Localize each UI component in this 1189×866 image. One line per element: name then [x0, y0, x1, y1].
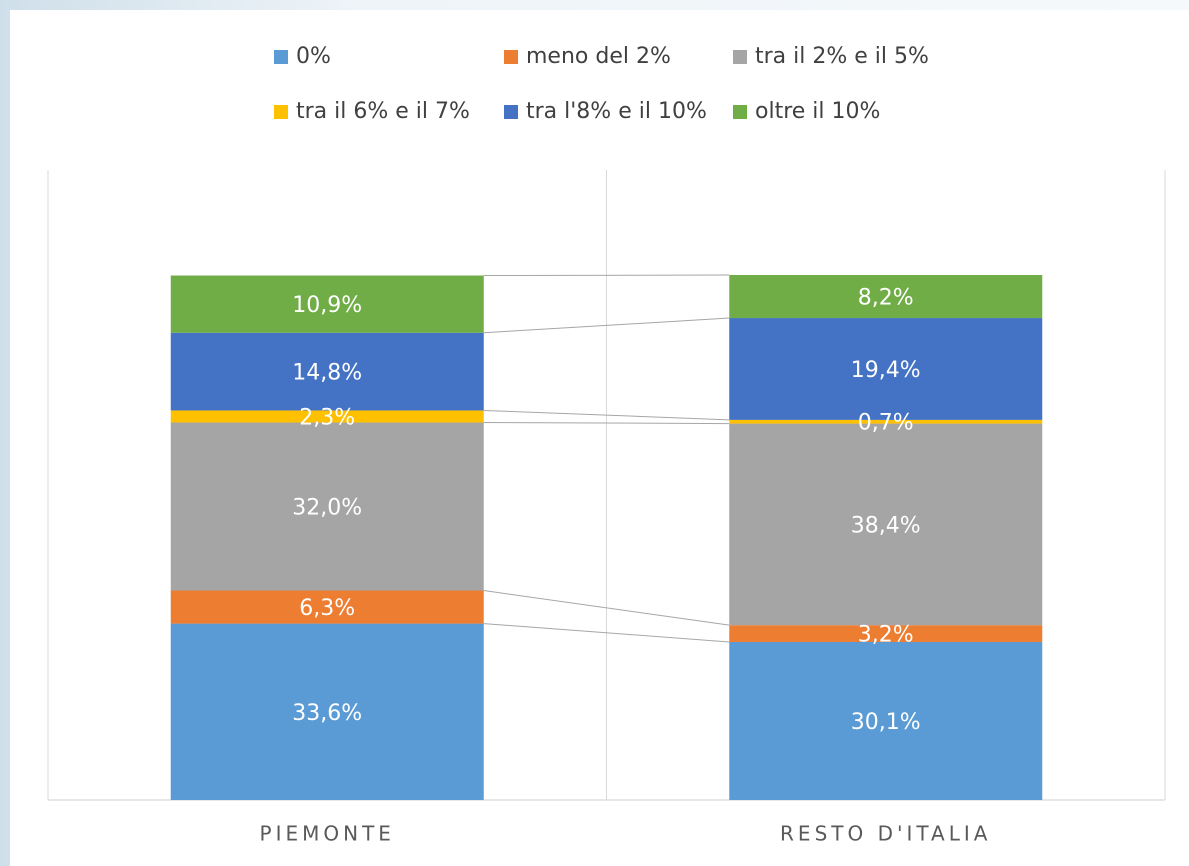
data-label: 10,9% — [292, 293, 362, 318]
data-label: 38,4% — [851, 513, 921, 538]
legend-label: meno del 2% — [526, 44, 671, 69]
bar-segment — [729, 275, 1043, 319]
bar-segment — [729, 423, 1043, 626]
data-label: 33,6% — [292, 701, 362, 726]
data-label: 0,7% — [858, 411, 914, 436]
bar-segment — [170, 422, 484, 591]
bar-segment — [729, 641, 1043, 800]
legend-swatch — [274, 105, 288, 119]
series-line — [483, 317, 730, 334]
data-label: 32,0% — [292, 496, 362, 521]
data-label: 3,2% — [858, 623, 914, 648]
bar-segment — [170, 590, 484, 624]
legend-label: tra il 6% e il 7% — [296, 99, 470, 124]
bar-segment — [170, 623, 484, 800]
bar-segment — [729, 318, 1043, 420]
legend-swatch — [274, 50, 288, 64]
data-label: 8,2% — [858, 286, 914, 311]
bar-segment — [170, 275, 484, 333]
legend-swatch — [733, 105, 747, 119]
bar-segment — [170, 332, 484, 411]
series-line — [483, 590, 730, 626]
legend-swatch — [733, 50, 747, 64]
legend-label: oltre il 10% — [755, 99, 880, 124]
bar-segment — [729, 625, 1043, 642]
x-tick-label: RESTO D'ITALIA — [780, 822, 991, 846]
bar-segment — [729, 419, 1043, 424]
x-tick-label: PIEMONTE — [260, 822, 395, 846]
legend-label: tra il 2% e il 5% — [755, 44, 929, 69]
data-label: 14,8% — [292, 361, 362, 386]
series-line — [483, 623, 730, 643]
legend-swatch — [504, 105, 518, 119]
bar-segment — [170, 410, 484, 423]
legend-swatch — [504, 50, 518, 64]
series-line — [483, 422, 730, 425]
data-label: 19,4% — [851, 358, 921, 383]
data-label: 2,3% — [299, 405, 355, 430]
series-line — [483, 274, 730, 277]
legend-label: 0% — [296, 44, 331, 69]
legend-label: tra l'8% e il 10% — [526, 99, 707, 124]
series-line — [483, 409, 730, 421]
data-label: 30,1% — [851, 710, 921, 735]
data-label: 6,3% — [299, 596, 355, 621]
